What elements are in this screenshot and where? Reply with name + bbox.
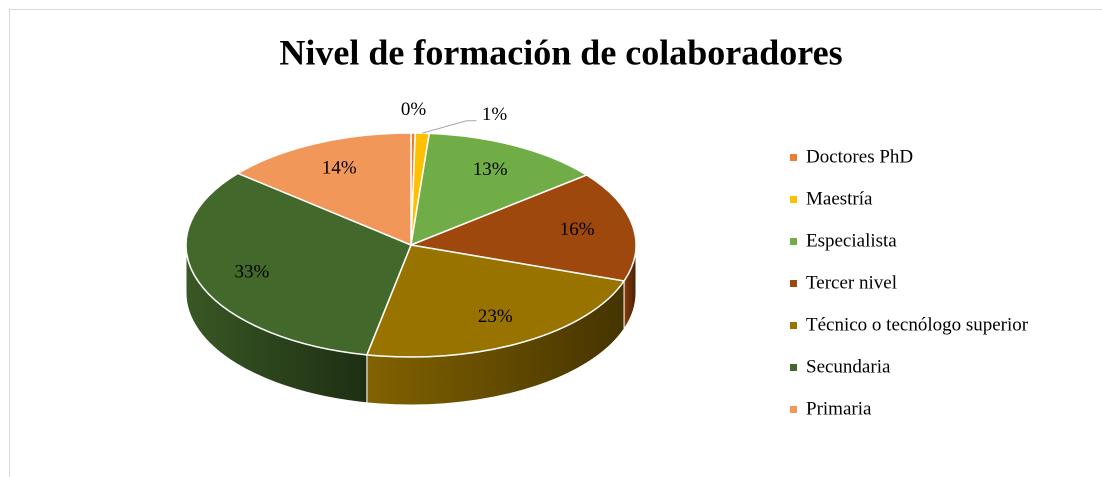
legend-swatch xyxy=(790,406,797,413)
data-label: 1% xyxy=(482,104,508,125)
legend-label: Primaria xyxy=(806,398,872,419)
legend-swatch xyxy=(790,322,797,329)
legend-label: Técnico o tecnólogo superior xyxy=(806,314,1029,335)
legend-label: Maestría xyxy=(806,188,873,209)
chart-frame xyxy=(9,9,1102,477)
data-label: 14% xyxy=(322,157,357,178)
legend-swatch xyxy=(790,196,797,203)
slice xyxy=(185,172,412,356)
data-label: 16% xyxy=(560,219,595,240)
legend-label: Especialista xyxy=(806,230,897,251)
slice xyxy=(408,174,637,282)
legend-swatch xyxy=(790,154,797,161)
slice xyxy=(236,132,412,247)
data-label: 13% xyxy=(473,159,508,180)
legend-swatch xyxy=(790,364,797,371)
data-label: 0% xyxy=(401,99,427,120)
slice xyxy=(410,132,589,247)
leader-line xyxy=(422,120,477,134)
legend-label: Secundaria xyxy=(806,356,891,377)
legend-label: Tercer nivel xyxy=(806,272,897,293)
chart-title: Nivel de formación de colaboradores xyxy=(279,32,842,72)
legend: Doctores PhD Maestría Especialista Tercer n… xyxy=(790,146,1029,419)
legend-swatch xyxy=(790,280,797,287)
slice xyxy=(365,244,626,358)
legend-swatch xyxy=(790,238,797,245)
data-label: 23% xyxy=(478,306,513,327)
legend-label: Doctores PhD xyxy=(806,146,913,167)
pie-tops xyxy=(185,132,637,358)
data-label: 33% xyxy=(234,261,269,282)
data-labels: 0% 1% 13% 16% 23% 33% 14% xyxy=(234,99,594,327)
